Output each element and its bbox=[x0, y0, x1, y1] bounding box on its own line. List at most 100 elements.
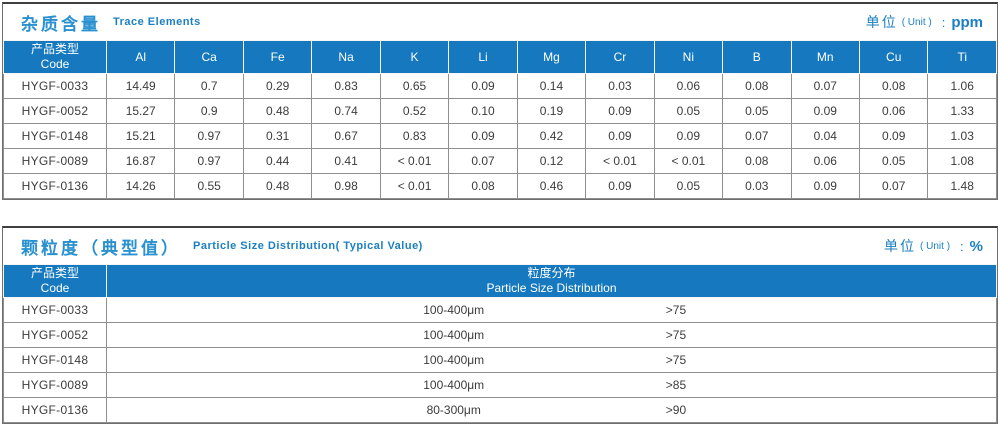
element-value-cell: 0.07 bbox=[722, 123, 792, 149]
code-header-zh: 产品类型 bbox=[30, 266, 79, 280]
table-row: HYGF-0033 14.49 0.7 0.29 0.83 0.65 0.09 0.14 0.0… bbox=[3, 73, 997, 99]
table-row: HYGF-0136 80-300μm >90 bbox=[3, 397, 997, 423]
element-value-cell: 0.09 bbox=[790, 98, 860, 124]
element-value-cell: 0.06 bbox=[858, 98, 929, 124]
element-value-cell: 14.26 bbox=[105, 173, 176, 199]
distribution-cell: 80-300μm >90 bbox=[106, 397, 997, 423]
element-column-header: Ti bbox=[927, 40, 997, 74]
unit-colon: : bbox=[960, 238, 964, 254]
section-title-zh: 杂质含量 bbox=[21, 14, 101, 34]
element-value-cell: 1.33 bbox=[927, 98, 997, 124]
particle-size-tbody: HYGF-0033 100-400μm >75 HYGF-0052 100-400μm >… bbox=[3, 297, 997, 423]
element-value-cell: 0.42 bbox=[516, 123, 587, 149]
element-value-cell: < 0.01 bbox=[379, 148, 450, 174]
element-value-cell: 0.09 bbox=[448, 73, 518, 99]
element-value-cell: 0.03 bbox=[722, 173, 792, 199]
distribution-cell: 100-400μm >75 bbox=[106, 322, 997, 348]
distribution-cell: 100-400μm >85 bbox=[106, 372, 997, 398]
element-value-cell: 1.48 bbox=[927, 173, 997, 199]
element-value-cell: 0.14 bbox=[516, 73, 587, 99]
element-value-cell: 0.04 bbox=[790, 123, 860, 149]
unit-colon: : bbox=[941, 14, 946, 30]
element-value-cell: 0.09 bbox=[585, 173, 655, 199]
trace-elements-header-row: 产品类型 Code Al Ca Fe Na K Li Mg Cr Ni B Mn Cu Ti bbox=[3, 40, 997, 74]
code-column-header: 产品类型 Code bbox=[3, 40, 107, 74]
element-value-cell: < 0.01 bbox=[379, 173, 450, 199]
element-value-cell: 0.09 bbox=[448, 123, 518, 149]
trace-elements-tbody: HYGF-0033 14.49 0.7 0.29 0.83 0.65 0.09 0.14 0.0… bbox=[3, 73, 997, 199]
element-value-cell: 0.46 bbox=[516, 173, 587, 199]
element-value-cell: < 0.01 bbox=[653, 148, 724, 174]
element-value-cell: 14.49 bbox=[105, 73, 176, 99]
element-column-header: Al bbox=[105, 40, 176, 74]
element-column-header: Mn bbox=[790, 40, 860, 74]
distribution-header-en: Particle Size Distribution bbox=[486, 281, 617, 295]
distribution-percent-value: >75 bbox=[665, 353, 687, 367]
element-value-cell: 0.05 bbox=[653, 98, 724, 124]
product-code-cell: HYGF-0148 bbox=[3, 347, 107, 373]
unit-value: % bbox=[969, 237, 983, 255]
element-value-cell: 0.67 bbox=[311, 123, 381, 149]
element-value-cell: 0.09 bbox=[653, 123, 724, 149]
element-column-header: Na bbox=[311, 40, 381, 74]
element-value-cell: 16.87 bbox=[105, 148, 176, 174]
size-range-value: 100-400μm bbox=[423, 328, 485, 342]
element-column-header: Ca bbox=[174, 40, 244, 74]
code-header-en: Code bbox=[40, 57, 70, 71]
element-value-cell: 0.06 bbox=[653, 73, 724, 99]
element-value-cell: 0.10 bbox=[448, 98, 518, 124]
code-header-en: Code bbox=[40, 281, 70, 295]
element-value-cell: 0.08 bbox=[448, 173, 518, 199]
product-code-cell: HYGF-0033 bbox=[3, 73, 107, 99]
table-row: HYGF-0089 100-400μm >85 bbox=[3, 372, 997, 398]
element-value-cell: 0.09 bbox=[585, 123, 655, 149]
element-value-cell: 0.08 bbox=[722, 148, 792, 174]
distribution-header-zh: 粒度分布 bbox=[527, 266, 576, 280]
element-column-header: Fe bbox=[242, 40, 313, 74]
element-value-cell: 0.41 bbox=[311, 148, 381, 174]
element-value-cell: 0.05 bbox=[722, 98, 792, 124]
distribution-percent-value: >75 bbox=[665, 303, 687, 317]
element-value-cell: 0.83 bbox=[379, 123, 450, 149]
element-value-cell: 0.48 bbox=[242, 173, 313, 199]
product-code-cell: HYGF-0089 bbox=[3, 372, 107, 398]
element-value-cell: 0.7 bbox=[174, 73, 244, 99]
section-title: 杂质含量 Trace Elements bbox=[21, 10, 201, 35]
product-code-cell: HYGF-0052 bbox=[3, 322, 107, 348]
size-range-value: 100-400μm bbox=[423, 353, 485, 367]
product-code-cell: HYGF-0148 bbox=[3, 123, 107, 149]
element-column-header: Cr bbox=[585, 40, 655, 74]
unit-label: 单位 bbox=[884, 238, 917, 254]
size-range-value: 100-400μm bbox=[423, 303, 485, 317]
table-row: HYGF-0136 14.26 0.55 0.48 0.98 < 0.01 0.08 0.46… bbox=[3, 173, 997, 199]
element-value-cell: 0.07 bbox=[858, 173, 929, 199]
table-row: HYGF-0033 100-400μm >75 bbox=[3, 297, 997, 323]
product-code-cell: HYGF-0052 bbox=[3, 98, 107, 124]
element-column-header: Mg bbox=[516, 40, 587, 74]
product-code-cell: HYGF-0136 bbox=[3, 173, 107, 199]
particle-size-titlebar: 颗粒度（典型值） Particle Size Distribution( Typ… bbox=[3, 228, 997, 264]
particle-size-table: 产品类型 Code 粒度分布 Particle Size Distributio… bbox=[3, 264, 997, 423]
element-value-cell: 0.07 bbox=[448, 148, 518, 174]
distribution-percent-value: >90 bbox=[665, 403, 687, 417]
table-row: HYGF-0089 16.87 0.97 0.44 0.41 < 0.01 0.07 0.12… bbox=[3, 148, 997, 174]
trace-elements-table: 产品类型 Code Al Ca Fe Na K Li Mg Cr Ni B Mn Cu Ti HYGF-… bbox=[3, 40, 997, 199]
element-value-cell: 0.65 bbox=[379, 73, 450, 99]
trace-elements-titlebar: 杂质含量 Trace Elements 单位 ( Unit ) : ppm bbox=[3, 4, 997, 40]
element-value-cell: 15.21 bbox=[105, 123, 176, 149]
element-value-cell: 0.05 bbox=[858, 148, 929, 174]
element-column-header: B bbox=[722, 40, 792, 74]
trace-elements-section: 杂质含量 Trace Elements 单位 ( Unit ) : ppm 产品… bbox=[2, 2, 998, 200]
particle-size-section: 颗粒度（典型值） Particle Size Distribution( Typ… bbox=[2, 226, 998, 424]
unit-value: ppm bbox=[951, 13, 983, 31]
element-column-header: Li bbox=[448, 40, 518, 74]
element-value-cell: 0.19 bbox=[516, 98, 587, 124]
section-title: 颗粒度（典型值） Particle Size Distribution( Typ… bbox=[21, 234, 423, 259]
section-title-en: Trace Elements bbox=[113, 16, 201, 28]
section-title-zh: 颗粒度（典型值） bbox=[21, 238, 181, 258]
element-value-cell: 1.06 bbox=[927, 73, 997, 99]
element-column-header: Cu bbox=[858, 40, 929, 74]
element-value-cell: 0.29 bbox=[242, 73, 313, 99]
element-column-header: Ni bbox=[653, 40, 724, 74]
element-value-cell: 0.98 bbox=[311, 173, 381, 199]
